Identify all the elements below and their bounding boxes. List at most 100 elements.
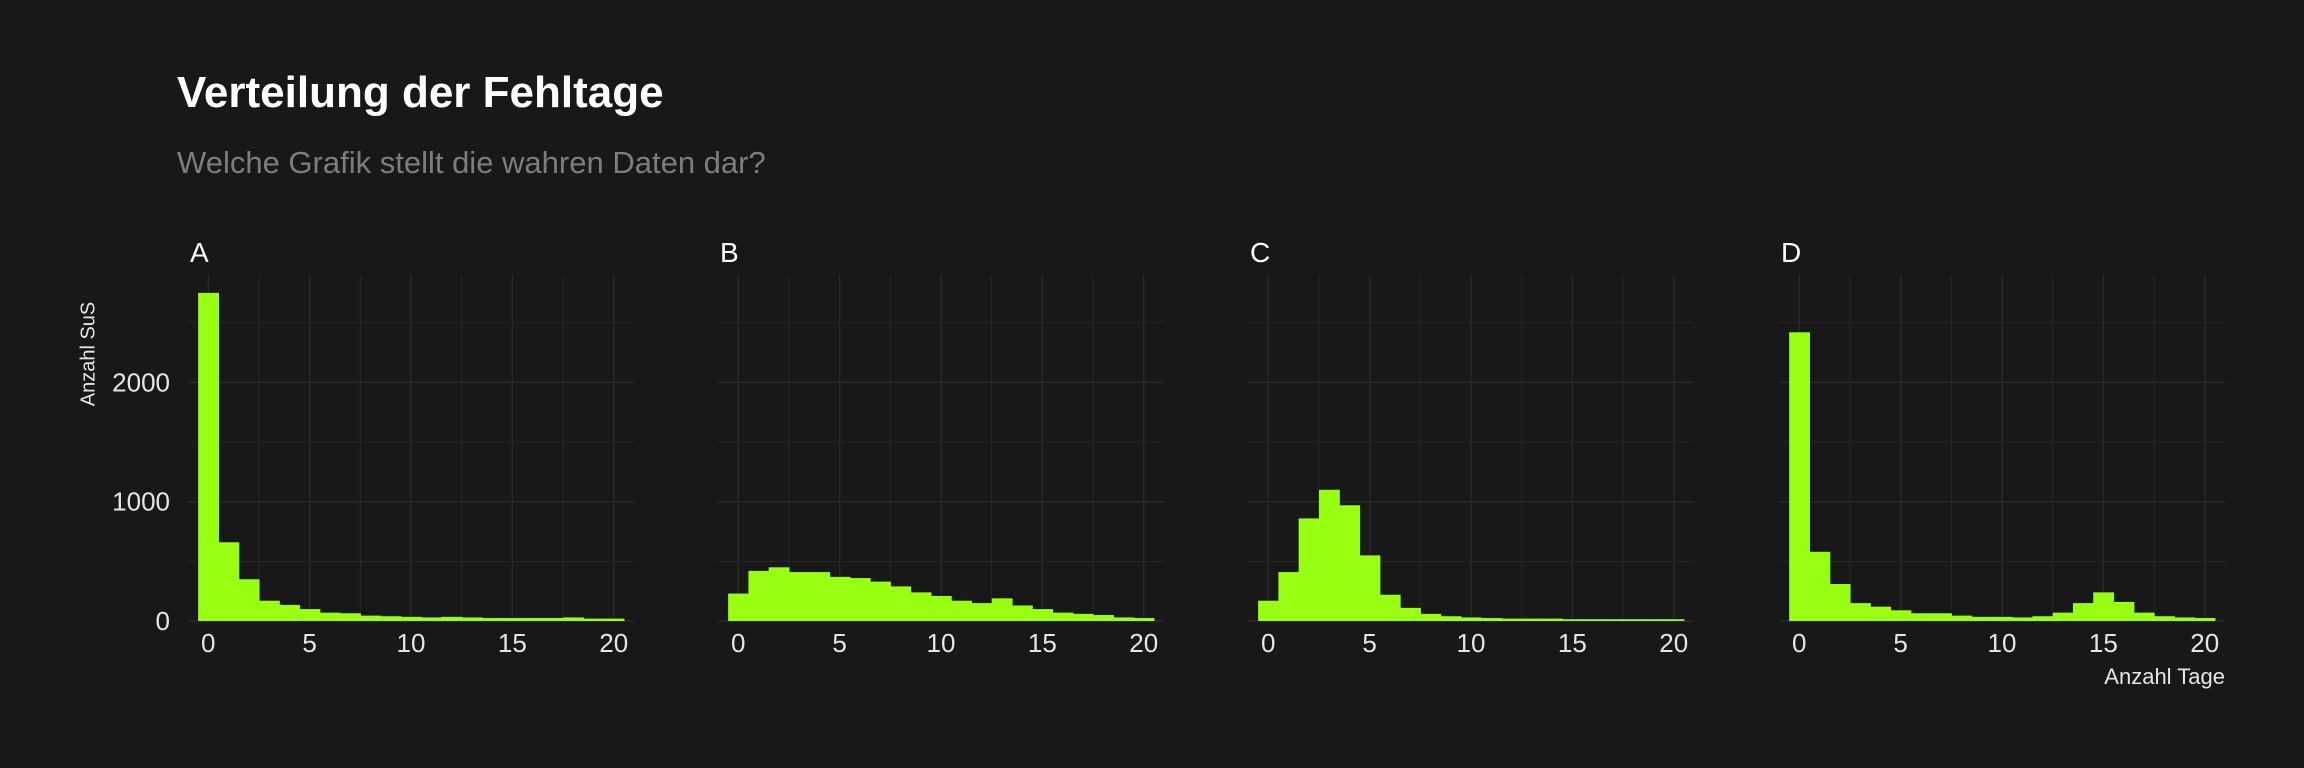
histogram-bar — [809, 572, 831, 621]
histogram-bar — [1663, 619, 1685, 621]
histogram-bar — [1278, 572, 1300, 621]
histogram-bar — [1298, 518, 1320, 621]
x-tick-label: 15 — [2089, 628, 2118, 658]
histogram-bar — [1623, 619, 1644, 621]
histogram-bar — [849, 578, 871, 621]
histogram-bar — [279, 604, 301, 621]
histogram-bar — [768, 567, 790, 621]
x-axis-label: Anzahl Tage — [2104, 664, 2225, 689]
histogram-bar — [2012, 617, 2034, 621]
histogram-bar — [1582, 619, 1604, 621]
x-tick-label: 10 — [397, 628, 426, 658]
histogram-bar — [2113, 601, 2135, 621]
histogram-bar — [1809, 551, 1831, 621]
histogram-bar — [1870, 606, 1892, 621]
x-tick-label: 5 — [302, 628, 316, 658]
facet-label: D — [1781, 237, 1801, 268]
histogram-bar — [2154, 616, 2175, 621]
histogram-bar — [502, 618, 524, 621]
histogram-bar — [2133, 612, 2155, 621]
histogram-bar — [1011, 605, 1033, 621]
x-tick-label: 20 — [599, 628, 628, 658]
chart-title: Verteilung der Fehltage — [177, 68, 664, 117]
histogram-bar — [1829, 584, 1851, 621]
histogram-bar — [1032, 609, 1054, 621]
histogram-bar — [1093, 615, 1114, 621]
histogram-bar — [421, 617, 443, 621]
x-tick-label: 0 — [201, 628, 215, 658]
histogram-bar — [1379, 594, 1401, 621]
x-tick-label: 0 — [1261, 628, 1275, 658]
x-tick-label: 15 — [1558, 628, 1587, 658]
histogram-bar — [1849, 603, 1871, 621]
histogram-bar — [1890, 610, 1912, 621]
x-tick-label: 20 — [2190, 628, 2219, 658]
histogram-bar — [2072, 603, 2094, 621]
y-tick-label: 2000 — [112, 367, 170, 397]
y-tick-label: 0 — [156, 606, 170, 636]
x-tick-label: 10 — [1988, 628, 2017, 658]
x-tick-label: 0 — [1792, 628, 1806, 658]
histogram-bar — [542, 618, 564, 621]
histogram-bar — [1052, 612, 1074, 621]
histogram-bar — [829, 576, 851, 621]
facet-label: C — [1250, 237, 1270, 268]
histogram-bar — [2174, 617, 2196, 621]
histogram-bar — [461, 617, 483, 621]
x-tick-label: 10 — [927, 628, 956, 658]
histogram-bar — [563, 617, 584, 621]
chart-subtitle: Welche Grafik stellt die wahren Daten da… — [177, 145, 766, 180]
histogram-bar — [481, 618, 503, 621]
histogram-bar — [890, 586, 912, 621]
histogram-bar — [1440, 616, 1462, 621]
histogram-bar — [971, 603, 993, 621]
histogram-bar — [1481, 618, 1503, 621]
x-tick-label: 0 — [731, 628, 745, 658]
histogram-bar — [1789, 332, 1811, 621]
histogram-bar — [441, 616, 463, 621]
histogram-bar — [380, 616, 402, 621]
histogram-bar — [2032, 616, 2054, 621]
histogram-bar — [2194, 618, 2216, 621]
histogram-bar — [870, 581, 891, 621]
x-tick-label: 10 — [1457, 628, 1486, 658]
facet-panel-d: D 0 5 10 15 20 — [1779, 237, 2225, 658]
facet-panel-b: B 0 5 10 15 20 — [718, 237, 1164, 658]
x-tick-label: 5 — [832, 628, 846, 658]
histogram-bar — [258, 600, 280, 621]
histogram-bar — [1359, 555, 1381, 621]
facet-panel-a: A 0 5 10 15 20 0 1000 2000 — [112, 237, 634, 658]
histogram-bar — [2052, 612, 2074, 621]
histogram-bar — [1258, 600, 1280, 621]
facet-panel-c: C 0 5 10 15 20 — [1248, 237, 1694, 658]
histogram-bar — [603, 618, 625, 621]
histogram-bar — [1910, 613, 1932, 621]
histogram-bar — [1521, 618, 1543, 621]
histogram-bar — [198, 292, 220, 621]
histogram-bar — [728, 593, 750, 621]
histogram-bar — [1951, 615, 1973, 621]
histogram-bar — [360, 615, 382, 621]
histogram-bar — [1339, 505, 1361, 621]
histogram-bar — [319, 612, 341, 621]
histogram-bar — [1991, 616, 2013, 621]
histogram-bar — [1318, 489, 1340, 621]
facet-label: B — [720, 237, 739, 268]
x-tick-label: 15 — [1028, 628, 1057, 658]
histogram-bar — [1460, 617, 1482, 621]
x-tick-label: 20 — [1129, 628, 1158, 658]
histogram-bar — [583, 618, 605, 621]
histogram-bar — [400, 616, 422, 621]
histogram-bar — [951, 600, 973, 621]
histogram-bar — [522, 618, 544, 621]
histogram-bar — [1562, 619, 1584, 621]
x-tick-label: 20 — [1659, 628, 1688, 658]
histogram-bar — [1501, 618, 1523, 621]
histogram-bar — [930, 595, 952, 621]
histogram-bar — [910, 592, 932, 621]
histogram-bar — [1971, 616, 1993, 621]
histogram-bar — [2093, 592, 2115, 621]
x-tick-label: 5 — [1362, 628, 1376, 658]
histogram-bar — [1133, 618, 1155, 621]
